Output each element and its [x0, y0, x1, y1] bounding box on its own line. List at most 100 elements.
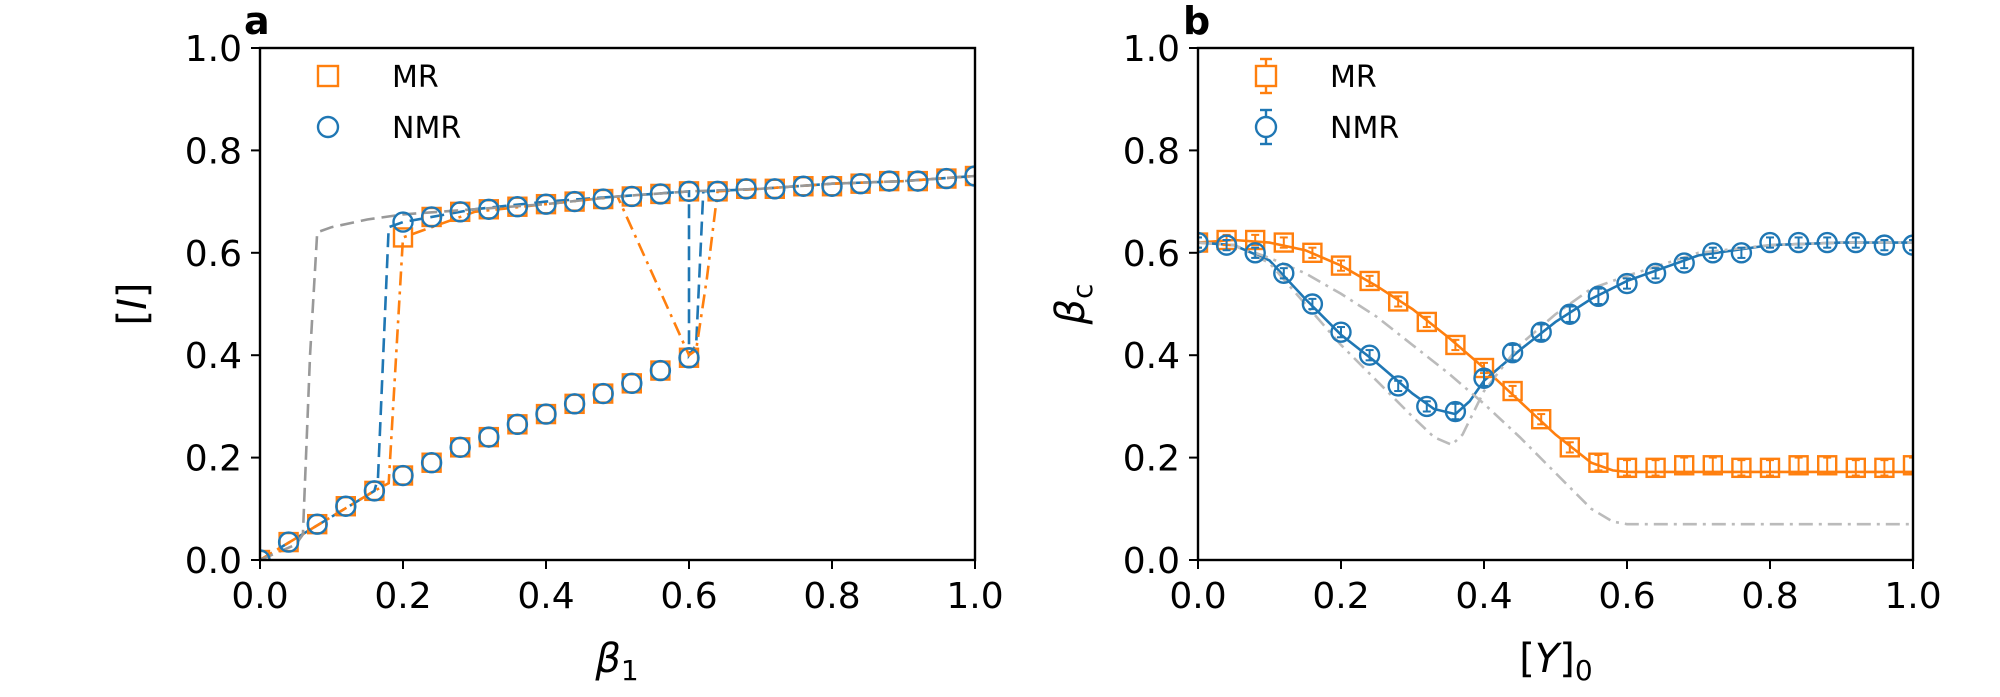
legend-circle-marker	[316, 115, 340, 139]
panel-b-nmr-point	[1244, 242, 1266, 264]
panel-b-solid-line-3	[1198, 241, 1913, 416]
panel-b-nmr-point	[1530, 321, 1552, 343]
panel-b-mr-point	[1673, 455, 1695, 476]
x-tick-label: 0.0	[231, 576, 288, 617]
panel-b-nmr-point	[1759, 231, 1781, 254]
x-tick-label: 0.6	[660, 576, 717, 617]
y-tick-label: 0.6	[1123, 234, 1180, 275]
panel-b-mr-point	[1559, 437, 1581, 458]
y-tick-label: 0.4	[1123, 336, 1180, 377]
panel-b-nmr-point	[1198, 231, 1209, 254]
panel-b-nmr-point	[1730, 242, 1753, 264]
panel-a-dashdot-line-3	[260, 174, 975, 560]
x-tick-label: 1.0	[946, 576, 1003, 617]
legend-label: MR	[1330, 60, 1377, 95]
legend-label: NMR	[392, 111, 461, 146]
panel-b-nmr-point	[1473, 367, 1495, 389]
panel-a: a 0.0 0.2 0.4 0.6 0.8 1.0 0.00.20.40.60.81.0 …	[110, 0, 1004, 687]
panel-a-nmr-point	[563, 190, 586, 213]
panel-b-mr-point	[1359, 270, 1380, 292]
panel-a-frame	[258, 46, 977, 562]
panel-b-mr-point	[1530, 409, 1552, 430]
panel-b-dashdot-line-5	[1198, 241, 1913, 526]
panel-b-mr-point	[1902, 455, 1913, 476]
panel-a-nmr-point	[392, 211, 414, 233]
panel-b-mr-point	[1387, 291, 1409, 312]
panel-b-nmr-point	[1673, 252, 1695, 274]
panel-a-nmr-point	[907, 170, 929, 192]
panel-b-mr-point	[1645, 457, 1666, 479]
panel-b-mr-point	[1816, 455, 1838, 476]
panel-a-nmr-point	[621, 185, 643, 208]
legend-label: NMR	[1330, 111, 1399, 146]
panel-b-mr-point	[1759, 457, 1781, 479]
panel-b-nmr-point	[1587, 285, 1610, 308]
panel-b-dashdot-line-4	[1198, 241, 1913, 447]
panel-b-nmr-point	[1215, 234, 1238, 256]
panel-a-nmr-point	[735, 178, 757, 200]
panel-b-mr-point	[1845, 457, 1867, 479]
panel-a-nmr-point	[678, 347, 700, 369]
panel-a-nmr-point	[678, 180, 700, 203]
panel-b-frame	[1196, 46, 1915, 562]
panel-a-nmr-point	[449, 201, 471, 223]
panel-b-nmr-point	[1501, 341, 1524, 364]
x-tick-label: 0.2	[374, 576, 431, 617]
x-tick-label: 0.8	[803, 576, 860, 617]
panel-b-mr-point	[1416, 311, 1438, 333]
x-tick-label: 0.4	[517, 576, 574, 617]
panel-b-nmr-point	[1845, 231, 1867, 254]
panel-b-label: b	[1183, 0, 1210, 43]
x-tick-label: 0.4	[1455, 576, 1512, 617]
panel-b-mr-point	[1588, 452, 1609, 473]
x-tick-label: 0.6	[1598, 576, 1655, 617]
panel-a-nmr-point	[592, 188, 614, 210]
panel-a-nmr-point	[506, 196, 529, 218]
panel-a-nmr-point	[392, 464, 414, 487]
legend-square-marker	[316, 64, 340, 88]
panel-b-mr-point	[1330, 255, 1352, 276]
panel-a-x-ticks: 0.0 0.2 0.4 0.6 0.8 1.0	[231, 560, 1004, 617]
x-tick-label: 0.0	[1169, 576, 1226, 617]
y-tick-label: 0.0	[185, 541, 242, 582]
panel-a-nmr-point	[764, 178, 786, 200]
panel-b-mr-point	[1273, 232, 1295, 253]
panel-b-nmr-point	[1330, 321, 1352, 343]
panel-a-mr-point	[392, 227, 414, 248]
panel-b-mr-point	[1702, 455, 1724, 476]
panel-a-x-axis-label: β1	[594, 636, 638, 687]
panel-a-nmr-point	[535, 193, 557, 215]
panel-a-nmr-point	[935, 167, 958, 190]
panel-b: b 0.0 0.2 0.4 0.6 0.8 1.0 0.00.20.40.60.81.0 …	[1048, 0, 1942, 687]
panel-a-legend: MR NMR	[316, 60, 461, 146]
panel-b-nmr-point	[1616, 272, 1638, 295]
panel-b-mr-point	[1874, 457, 1895, 479]
panel-b-series-group	[1198, 229, 1913, 526]
panel-a-nmr-point	[277, 531, 300, 553]
panel-a-nmr-point	[849, 172, 872, 195]
panel-a-nmr-point	[878, 170, 900, 192]
panel-b-nmr-point	[1416, 395, 1438, 418]
panel-b-nmr-point	[1702, 242, 1724, 264]
panel-a-dashed-line-2	[260, 174, 975, 560]
y-tick-label: 0.8	[1123, 131, 1180, 172]
y-tick-label: 0.2	[185, 439, 242, 480]
panel-a-nmr-point	[449, 436, 471, 459]
panel-a-nmr-point	[420, 206, 443, 228]
panel-b-nmr-point	[1644, 262, 1667, 284]
legend-label: MR	[392, 60, 439, 95]
y-tick-label: 0.0	[1123, 541, 1180, 582]
panel-b-y-ticks: 0.0 0.2 0.4 0.6 0.8 1.0	[1123, 29, 1198, 582]
legend-circle-marker	[1254, 115, 1278, 139]
panel-a-nmr-point	[706, 180, 729, 203]
panel-b-mr-point	[1788, 455, 1809, 476]
x-tick-label: 0.8	[1741, 576, 1798, 617]
panel-b-nmr-point	[1873, 234, 1896, 256]
panel-a-y-ticks: 0.0 0.2 0.4 0.6 0.8 1.0	[185, 29, 260, 582]
panel-b-mr-point	[1445, 334, 1466, 356]
panel-b-nmr-point	[1444, 400, 1467, 423]
panel-a-nmr-point	[821, 175, 843, 197]
y-tick-label: 0.4	[185, 336, 242, 377]
panel-a-nmr-point	[792, 175, 815, 197]
panel-a-nmr-point	[535, 403, 557, 425]
